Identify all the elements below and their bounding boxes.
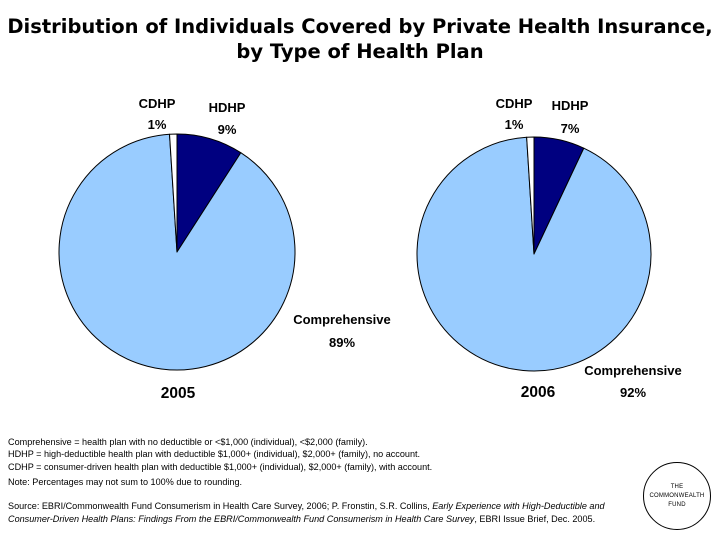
hdhp-value-2006: 7% [561, 121, 580, 136]
pie-chart-2006: CDHP 1% HDHP 7% Comprehensive 92% 2006 [416, 96, 682, 401]
year-label-2005: 2005 [161, 385, 196, 402]
definitions: Comprehensive = health plan with no dedu… [8, 436, 618, 489]
cdhp-label-2006: CDHP [496, 96, 533, 111]
cdhp-value-2005: 1% [148, 117, 167, 132]
definition-hdhp: HDHP = high-deductible health plan with … [8, 449, 421, 460]
logo-line-1: THE [670, 483, 684, 490]
source-title: Early Experience with High-Deductible an… [8, 501, 605, 524]
commonwealth-fund-logo: THE COMMONWEALTH FUND [643, 462, 711, 530]
cdhp-label-2005: CDHP [139, 96, 176, 111]
source-citation: Source: EBRI/Commonwealth Fund Consumeri… [8, 500, 628, 526]
pie-chart-2005: CDHP 1% HDHP 9% Comprehensive 89% 2005 [58, 96, 391, 402]
comprehensive-value-2006: 92% [620, 385, 646, 400]
definition-cdhp: CDHP = consumer-driven health plan with … [8, 461, 433, 472]
chart-title-line-1: Distribution of Individuals Covered by P… [7, 15, 713, 38]
hdhp-label-2005: HDHP [209, 100, 246, 115]
logo-line-2: COMMONWEALTH [649, 492, 705, 499]
comprehensive-value-2005: 89% [329, 335, 355, 350]
pie-slice-cdhp-2005 [169, 133, 178, 253]
hdhp-value-2005: 9% [218, 122, 237, 137]
comprehensive-label-2005: Comprehensive [293, 312, 391, 327]
comprehensive-label-2006: Comprehensive [584, 363, 682, 378]
logo-line-3: FUND [668, 501, 686, 508]
year-label-2006: 2006 [521, 384, 556, 401]
cdhp-value-2006: 1% [505, 117, 524, 132]
chart-title-line-2: by Type of Health Plan [236, 40, 484, 63]
pie-slice-cdhp-2006 [526, 136, 535, 255]
definition-comprehensive: Comprehensive = health plan with no dedu… [8, 437, 368, 447]
chart-title: Distribution of Individuals Covered by P… [0, 14, 720, 64]
source-suffix: , EBRI Issue Brief, Dec. 2005. [474, 514, 596, 524]
hdhp-label-2006: HDHP [552, 98, 589, 113]
source-prefix: Source: EBRI/Commonwealth Fund Consumeri… [8, 501, 433, 511]
rounding-note: Note: Percentages may not sum to 100% du… [8, 477, 243, 488]
